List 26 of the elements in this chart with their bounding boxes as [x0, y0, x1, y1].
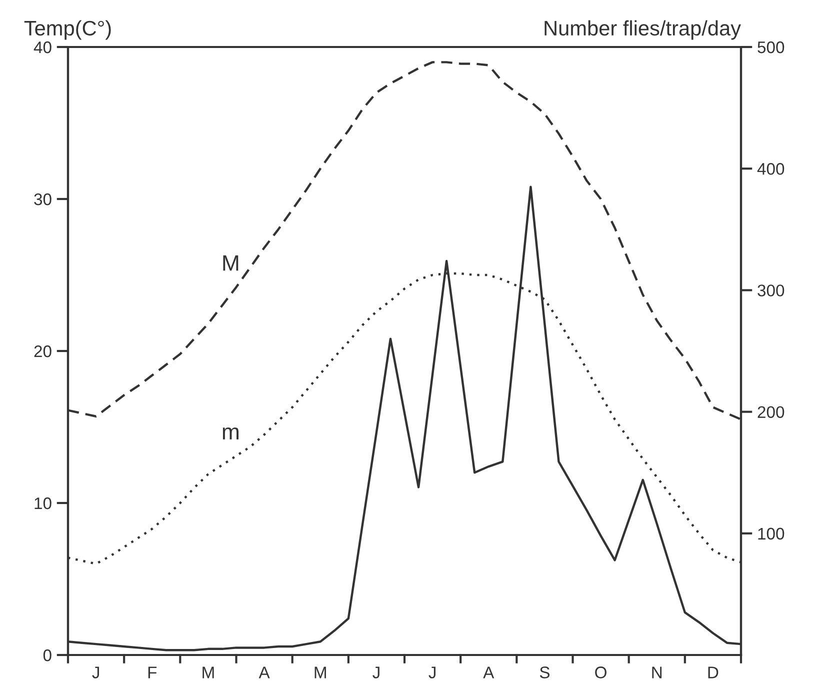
x-tick-label: M	[202, 666, 214, 678]
x-tick-label: J	[92, 666, 99, 678]
series-label: M	[223, 255, 238, 271]
y-tick-label: 20	[34, 345, 52, 358]
y2-tick-label: 400	[757, 163, 784, 175]
x-tick-label: M	[314, 666, 326, 678]
x-tick-label: A	[258, 666, 270, 678]
x-tick-label: F	[148, 666, 157, 678]
y2-axis-title: Number flies/trap/day	[544, 20, 741, 40]
y-tick-label: 40	[34, 41, 52, 54]
y-tick-label: 30	[34, 193, 52, 206]
x-tick-label: J	[428, 666, 436, 678]
x-tick-label: J	[372, 666, 380, 678]
x-tick-label: N	[652, 666, 662, 678]
x-tick-label: A	[483, 666, 494, 678]
y-tick-label: 0	[43, 649, 52, 662]
y-axis-title: Temp(C°)	[24, 20, 111, 40]
y-tick-label: 10	[34, 497, 52, 510]
y2-tick-label: 500	[758, 41, 784, 54]
series-label: m	[222, 427, 238, 440]
y2-tick-label: 200	[758, 406, 784, 418]
y2-tick-label: 100	[758, 528, 784, 540]
x-tick-label: D	[708, 666, 718, 678]
y2-tick-label: 300	[758, 284, 784, 296]
x-tick-label: S	[540, 666, 550, 678]
x-tick-label: O	[595, 666, 606, 678]
